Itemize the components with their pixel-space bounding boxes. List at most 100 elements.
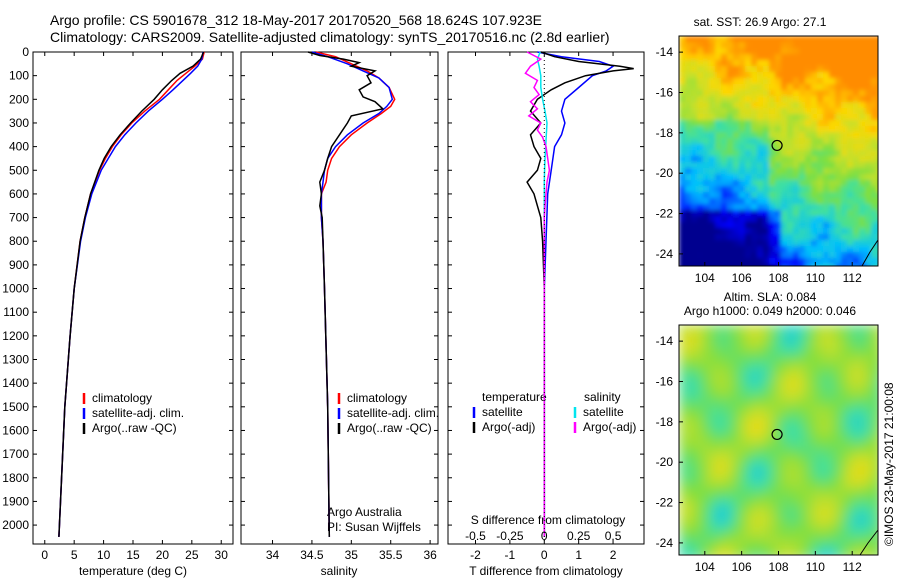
salinity-xtick-label: 34.5 — [300, 548, 324, 562]
sla-map-xtick-label: 106 — [732, 560, 752, 574]
difference-xtick-label: -1 — [505, 548, 516, 562]
header-line-2: Climatology: CARS2009. Satellite-adjuste… — [50, 29, 610, 45]
sst-map-ytick-label: -20 — [656, 166, 674, 180]
sla-map-xtick-label: 110 — [806, 560, 825, 574]
salinity-annotation-2: PI: Susan Wijffels — [327, 520, 421, 534]
depth-tick-label: 1500 — [2, 400, 29, 414]
depth-tick-label: 700 — [9, 211, 29, 225]
difference-x2tick-label: -0.5 — [465, 529, 486, 543]
legend-label: satellite-adj. clim. — [92, 406, 184, 420]
imos-stamp: ©IMOS 23-May-2017 21:00:08 — [882, 382, 896, 546]
sla-map-ytick-label: -14 — [656, 334, 674, 348]
temperature-xtick-label: 10 — [97, 548, 111, 562]
sla-map-xtick-label: 108 — [768, 560, 788, 574]
temperature-xtick-label: 15 — [126, 548, 140, 562]
sla-map-xtick-label: 104 — [695, 560, 715, 574]
sla-map-title: Altim. SLA: 0.084 — [724, 290, 817, 304]
temperature-series-argo-raw-qc- — [58, 51, 205, 537]
temperature-xtick-label: 25 — [185, 548, 199, 562]
legend-label: climatology — [347, 391, 407, 405]
sla-map-ytick-label: -24 — [656, 536, 674, 550]
temperature-xlabel: temperature (deg C) — [79, 564, 187, 578]
difference-xtick-label: 1 — [575, 548, 582, 562]
temperature-xtick-label: 20 — [156, 548, 170, 562]
temperature-xtick-label: 0 — [41, 548, 48, 562]
salinity-xtick-label: 35.5 — [379, 548, 403, 562]
difference-xtick-label: 2 — [610, 548, 617, 562]
depth-tick-label: 1700 — [2, 447, 29, 461]
depth-tick-label: 2000 — [2, 518, 29, 532]
depth-tick-label: 300 — [9, 116, 29, 130]
sst-map-ytick-label: -24 — [656, 247, 674, 261]
sst-map-ytick-label: -22 — [656, 207, 674, 221]
depth-tick-label: 600 — [9, 187, 29, 201]
depth-tick-label: 1900 — [2, 494, 29, 508]
sst-map-xtick-label: 110 — [806, 271, 825, 285]
difference-series-s-argo-adj- — [524, 51, 551, 537]
salinity-panel — [240, 51, 439, 545]
temperature-xtick-label: 5 — [71, 548, 78, 562]
sst-map-ytick-label: -14 — [656, 45, 674, 59]
difference-x2tick-label: 0.5 — [605, 529, 622, 543]
legend-label: Argo(-adj) — [482, 420, 535, 434]
depth-tick-label: 1300 — [2, 353, 29, 367]
depth-tick-label: 500 — [9, 163, 29, 177]
depth-tick-label: 1100 — [3, 305, 29, 319]
coastline — [861, 239, 879, 267]
depth-tick-label: 100 — [9, 69, 29, 83]
legend-label: satellite-adj. clim. — [347, 406, 439, 420]
depth-tick-label: 1800 — [2, 471, 29, 485]
depth-tick-label: 0 — [22, 45, 29, 59]
depth-tick-label: 400 — [9, 140, 29, 154]
legend-label: Argo(-adj) — [583, 420, 636, 434]
difference-xtick-label: -2 — [470, 548, 481, 562]
difference-legend-left-title: temperature — [482, 390, 547, 404]
sst-map-ytick-label: -16 — [656, 85, 674, 99]
depth-tick-label: 900 — [9, 258, 29, 272]
sst-map-ytick-label: -18 — [656, 126, 674, 140]
difference-series-t-satellite — [537, 51, 615, 537]
salinity-series-argo-raw-qc- — [307, 51, 385, 537]
sst-map-xtick-label: 112 — [843, 271, 862, 285]
temperature-xtick-label: 30 — [215, 548, 229, 562]
salinity-xtick-label: 34 — [266, 548, 280, 562]
sst-map-float-marker — [771, 139, 783, 152]
difference-xlabel: T difference from climatology — [469, 564, 623, 578]
legend-label: satellite — [583, 405, 624, 419]
difference-xtick-label: 0 — [541, 548, 548, 562]
salinity-xtick-label: 36 — [423, 548, 437, 562]
sla-field — [679, 325, 878, 555]
sla-map-ytick-label: -20 — [656, 455, 674, 469]
sla-map-ytick-label: -16 — [656, 374, 674, 388]
legend-label: satellite — [482, 405, 523, 419]
sst-map-xtick-label: 108 — [768, 271, 788, 285]
depth-tick-label: 1000 — [2, 282, 29, 296]
sla-map-xtick-label: 112 — [843, 560, 862, 574]
difference-series-t-argo-adj- — [526, 51, 634, 537]
sst-field — [679, 36, 878, 266]
coastline — [859, 529, 879, 556]
salinity-xtick-label: 35 — [345, 548, 359, 562]
depth-tick-label: 1600 — [2, 423, 29, 437]
difference-x2tick-label: -0.25 — [496, 529, 524, 543]
difference-legend-right-title: salinity — [584, 390, 621, 404]
salinity-annotation-1: Argo Australia — [327, 505, 402, 519]
depth-tick-label: 1400 — [2, 376, 29, 390]
header-line-1: Argo profile: CS 5901678_312 18-May-2017… — [50, 12, 542, 28]
depth-tick-label: 200 — [9, 92, 29, 106]
sla-map-ytick-label: -18 — [656, 415, 674, 429]
sst-map-xtick-label: 104 — [695, 271, 715, 285]
temperature-series-climatology — [58, 51, 205, 537]
sla-map-subtitle: Argo h1000: 0.049 h2000: 0.046 — [684, 304, 856, 318]
depth-tick-label: 1200 — [2, 329, 29, 343]
difference-x2tick-label: 0.25 — [567, 529, 591, 543]
legend-label: Argo(..raw -QC) — [92, 421, 177, 435]
sst-map-title: sat. SST: 26.9 Argo: 27.1 — [694, 15, 827, 29]
sla-map-ytick-label: -22 — [656, 496, 674, 510]
sla-map-float-marker — [771, 428, 783, 441]
depth-tick-label: 800 — [9, 234, 29, 248]
legend-label: climatology — [92, 391, 152, 405]
salinity-xlabel: salinity — [321, 564, 358, 578]
sst-map-xtick-label: 106 — [732, 271, 752, 285]
